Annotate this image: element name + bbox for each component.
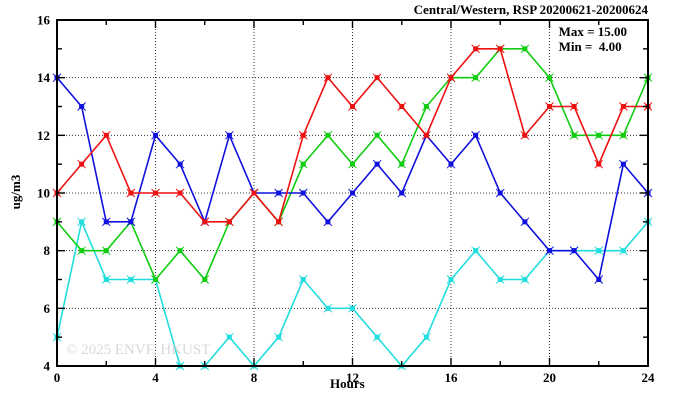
series-cyan-marker bbox=[128, 277, 134, 282]
series-red-marker bbox=[423, 132, 429, 138]
series-blue-marker bbox=[325, 219, 331, 225]
series-blue-marker bbox=[153, 132, 158, 138]
series-blue-marker bbox=[103, 219, 109, 225]
x-axis-label: Hours bbox=[330, 376, 365, 391]
y-tick-label: 4 bbox=[44, 359, 51, 374]
series-red-marker bbox=[522, 132, 528, 138]
x-tick-label: 12 bbox=[346, 370, 359, 385]
series-blue-marker bbox=[620, 161, 626, 167]
series-cyan-marker bbox=[374, 334, 380, 340]
y-tick-label: 14 bbox=[37, 70, 51, 85]
series-red-marker bbox=[226, 219, 232, 225]
series-red-marker bbox=[276, 219, 282, 225]
series-cyan-marker bbox=[276, 334, 282, 340]
series-green-marker bbox=[177, 248, 183, 254]
series-cyan-marker bbox=[522, 277, 528, 282]
series-red-marker bbox=[103, 132, 109, 138]
series-blue-marker bbox=[276, 190, 282, 196]
series-red-marker bbox=[202, 219, 208, 225]
series-red-marker bbox=[399, 104, 405, 109]
x-tick-label: 16 bbox=[445, 370, 459, 385]
series-blue-marker bbox=[399, 190, 405, 196]
series-red-marker bbox=[547, 104, 552, 109]
series-red-marker bbox=[79, 161, 85, 167]
series-blue-marker bbox=[79, 104, 85, 109]
series-blue-marker bbox=[497, 190, 503, 196]
series-red-marker bbox=[325, 75, 331, 81]
y-tick-label: 16 bbox=[37, 13, 51, 28]
series-green-marker bbox=[202, 277, 208, 282]
series-blue-marker bbox=[522, 219, 528, 225]
series-red-marker bbox=[128, 190, 134, 196]
series-green-marker bbox=[103, 248, 109, 254]
series-green-marker bbox=[153, 277, 158, 282]
y-tick-label: 12 bbox=[37, 128, 50, 143]
series-blue-marker bbox=[473, 132, 479, 138]
legend-max-label: Max = 15.00 bbox=[558, 24, 627, 39]
series-red-marker bbox=[620, 104, 626, 109]
series-green-marker bbox=[473, 75, 479, 81]
series-cyan-marker bbox=[473, 248, 479, 254]
series-red-marker bbox=[374, 75, 380, 81]
series-red-marker bbox=[571, 104, 577, 109]
x-tick-label: 0 bbox=[54, 370, 61, 385]
series-red-marker bbox=[497, 46, 503, 52]
series-green-marker bbox=[374, 132, 380, 138]
series-cyan-marker bbox=[497, 277, 503, 282]
series-cyan-marker bbox=[79, 219, 85, 225]
x-tick-label: 20 bbox=[543, 370, 556, 385]
series-green-marker bbox=[423, 104, 429, 109]
series-cyan-marker bbox=[325, 305, 331, 311]
x-tick-label: 4 bbox=[152, 370, 159, 385]
series-blue-marker bbox=[350, 190, 355, 196]
y-tick-label: 8 bbox=[44, 243, 51, 258]
x-tick-label: 8 bbox=[251, 370, 258, 385]
series-green-marker bbox=[522, 46, 528, 52]
series-green-marker bbox=[547, 75, 552, 81]
legend: Max = 15.00 Min = 4.00 bbox=[559, 24, 627, 54]
series-red-marker bbox=[300, 132, 306, 138]
series-cyan-marker bbox=[300, 277, 306, 282]
series-green-marker bbox=[399, 161, 405, 167]
series-cyan-marker bbox=[226, 334, 232, 340]
series-blue-marker bbox=[547, 248, 552, 254]
series-green-marker bbox=[325, 132, 331, 138]
series-blue-marker bbox=[596, 277, 602, 282]
series-red-marker bbox=[177, 190, 183, 196]
series-blue-marker bbox=[374, 161, 380, 167]
y-tick-label: 6 bbox=[44, 301, 51, 316]
series-cyan-marker bbox=[620, 248, 626, 254]
x-tick-label: 24 bbox=[642, 370, 656, 385]
series-green-marker bbox=[350, 161, 355, 167]
series-red-marker bbox=[153, 190, 158, 196]
series-green-marker bbox=[596, 132, 602, 138]
series-green-marker bbox=[620, 132, 626, 138]
series-blue-marker bbox=[128, 219, 134, 225]
series-cyan-marker bbox=[448, 277, 454, 282]
series-red-marker bbox=[251, 190, 257, 196]
series-blue-marker bbox=[177, 161, 183, 167]
legend-min-label: Min = 4.00 bbox=[558, 39, 622, 54]
watermark-text: © 2025 ENVF, HKUST bbox=[66, 342, 211, 358]
series-cyan-marker bbox=[103, 277, 109, 282]
series-cyan-marker bbox=[350, 305, 355, 311]
series-red-marker bbox=[350, 104, 355, 109]
y-axis-label: ug/m3 bbox=[8, 174, 23, 210]
y-tick-label: 10 bbox=[37, 186, 50, 201]
series-blue-marker bbox=[300, 190, 306, 196]
series-cyan-marker bbox=[423, 334, 429, 340]
series-green-marker bbox=[79, 248, 85, 254]
series-blue-marker bbox=[226, 132, 232, 138]
series-green-marker bbox=[571, 132, 577, 138]
series-red-marker bbox=[448, 75, 454, 81]
series-green-marker bbox=[300, 161, 306, 167]
series-red-marker bbox=[473, 46, 479, 52]
series-cyan-marker bbox=[596, 248, 602, 254]
series-blue-marker bbox=[448, 161, 454, 167]
chart-title: Central/Western, RSP 20200621-20200624 bbox=[413, 2, 648, 17]
series-red-marker bbox=[596, 161, 602, 167]
series-blue-marker bbox=[571, 248, 577, 254]
